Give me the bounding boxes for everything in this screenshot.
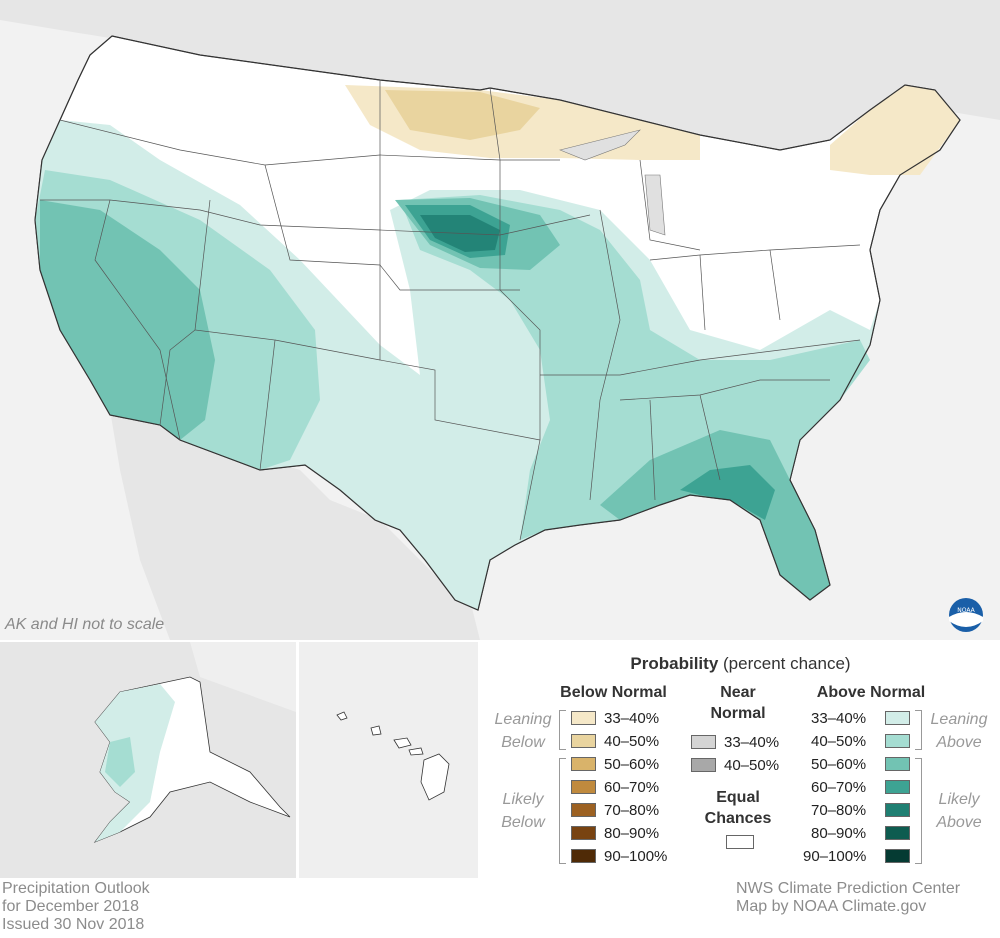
- footer-left: Precipitation Outlook for December 2018 …: [2, 880, 150, 934]
- conus-map: [0, 0, 1000, 640]
- below-swatch-5: [571, 826, 596, 840]
- below-33-40-new-england: [830, 85, 960, 175]
- lake-michigan: [644, 174, 666, 236]
- below-label-0: 33–40%: [604, 710, 660, 727]
- below-swatch-4: [571, 803, 596, 817]
- above-swatch-6: [885, 849, 910, 863]
- likely-above-bracket: [915, 758, 922, 864]
- above-label-3: 60–70%: [811, 779, 867, 796]
- leaning-below-line2: Below: [501, 734, 545, 751]
- footer-title: Precipitation Outlook: [2, 880, 150, 897]
- above-swatch-0: [885, 711, 910, 725]
- canada-land: [0, 0, 1000, 160]
- lake-superior: [559, 129, 641, 161]
- near-normal-header-2: Normal: [710, 705, 766, 722]
- above-50-60-california: [40, 200, 215, 440]
- below-label-5: 80–90%: [604, 825, 660, 842]
- footer-issued: Issued 30 Nov 2018: [2, 916, 145, 933]
- svg-text:NOAA: NOAA: [957, 607, 975, 614]
- hawaii-inset: [299, 642, 478, 878]
- above-label-6: 90–100%: [803, 848, 867, 865]
- below-label-1: 40–50%: [604, 733, 660, 750]
- below-swatch-6: [571, 849, 596, 863]
- footer-right: NWS Climate Prediction Center Map by NOA…: [736, 880, 960, 916]
- leaning-above-line2: Above: [936, 734, 982, 751]
- state-borders: [40, 80, 861, 541]
- leaning-above-label: Leaning Above: [921, 708, 997, 754]
- above-50-60-southeast: [600, 430, 830, 600]
- legend-title: Probability (percent chance): [481, 654, 1000, 674]
- below-swatch-1: [571, 734, 596, 748]
- below-label-2: 50–60%: [604, 756, 660, 773]
- above-label-0: 33–40%: [811, 710, 867, 727]
- below-label-3: 60–70%: [604, 779, 660, 796]
- below-40-50-north-dakota: [385, 90, 540, 140]
- above-swatch-2: [885, 757, 910, 771]
- footer-source: NWS Climate Prediction Center: [736, 880, 961, 897]
- equal-chances-swatch: [726, 835, 754, 849]
- leaning-above-bracket: [915, 710, 922, 750]
- footer-credit: Map by NOAA Climate.gov: [736, 898, 927, 915]
- leaning-below-label: Leaning Below: [483, 708, 563, 754]
- above-label-2: 50–60%: [811, 756, 867, 773]
- legend-title-rest: (percent chance): [718, 654, 851, 673]
- conus-map-svg: [0, 0, 1000, 640]
- above-60-70-georgia: [680, 465, 775, 520]
- legend-title-bold: Probability: [630, 654, 719, 673]
- above-swatch-4: [885, 803, 910, 817]
- equal-chances-line1: Equal: [716, 789, 760, 806]
- above-swatch-3: [885, 780, 910, 794]
- equal-chances-line2: Chances: [704, 810, 772, 827]
- above-label-5: 80–90%: [811, 825, 867, 842]
- alaska-svg: [0, 642, 296, 878]
- below-swatch-3: [571, 780, 596, 794]
- likely-below-label: Likely Below: [483, 788, 563, 834]
- likely-above-label: Likely Above: [921, 788, 997, 834]
- scale-note: AK and HI not to scale: [5, 616, 165, 633]
- leaning-below-bracket: [559, 710, 566, 750]
- leaning-below-line1: Leaning: [494, 711, 552, 728]
- above-label-1: 40–50%: [811, 733, 867, 750]
- legend: Probability (percent chance) Below Norma…: [481, 642, 1000, 878]
- near-label-1: 40–50%: [724, 757, 780, 774]
- footer-period: for December 2018: [2, 898, 139, 915]
- likely-below-bracket: [559, 758, 566, 864]
- near-swatch-1: [691, 758, 716, 772]
- likely-below-line2: Below: [501, 814, 545, 831]
- alaska-inset: [0, 642, 296, 878]
- leaning-above-line1: Leaning: [930, 711, 988, 728]
- likely-below-line1: Likely: [502, 791, 544, 808]
- near-normal-header-1: Near: [720, 684, 756, 701]
- above-swatch-5: [885, 826, 910, 840]
- near-swatch-0: [691, 735, 716, 749]
- hawaii-svg: [336, 711, 450, 801]
- near-label-0: 33–40%: [724, 734, 780, 751]
- likely-above-line1: Likely: [938, 791, 980, 808]
- likely-above-line2: Above: [936, 814, 982, 831]
- below-label-4: 70–80%: [604, 802, 660, 819]
- below-label-6: 90–100%: [604, 848, 668, 865]
- above-label-4: 70–80%: [811, 802, 867, 819]
- below-normal-header: Below Normal: [560, 684, 667, 701]
- mexico-land: [110, 410, 480, 640]
- us-outline: [34, 35, 961, 611]
- noaa-logo: NOAA: [949, 598, 983, 632]
- below-swatch-0: [571, 711, 596, 725]
- above-normal-header: Above Normal: [816, 684, 926, 701]
- above-swatch-1: [885, 734, 910, 748]
- below-swatch-2: [571, 757, 596, 771]
